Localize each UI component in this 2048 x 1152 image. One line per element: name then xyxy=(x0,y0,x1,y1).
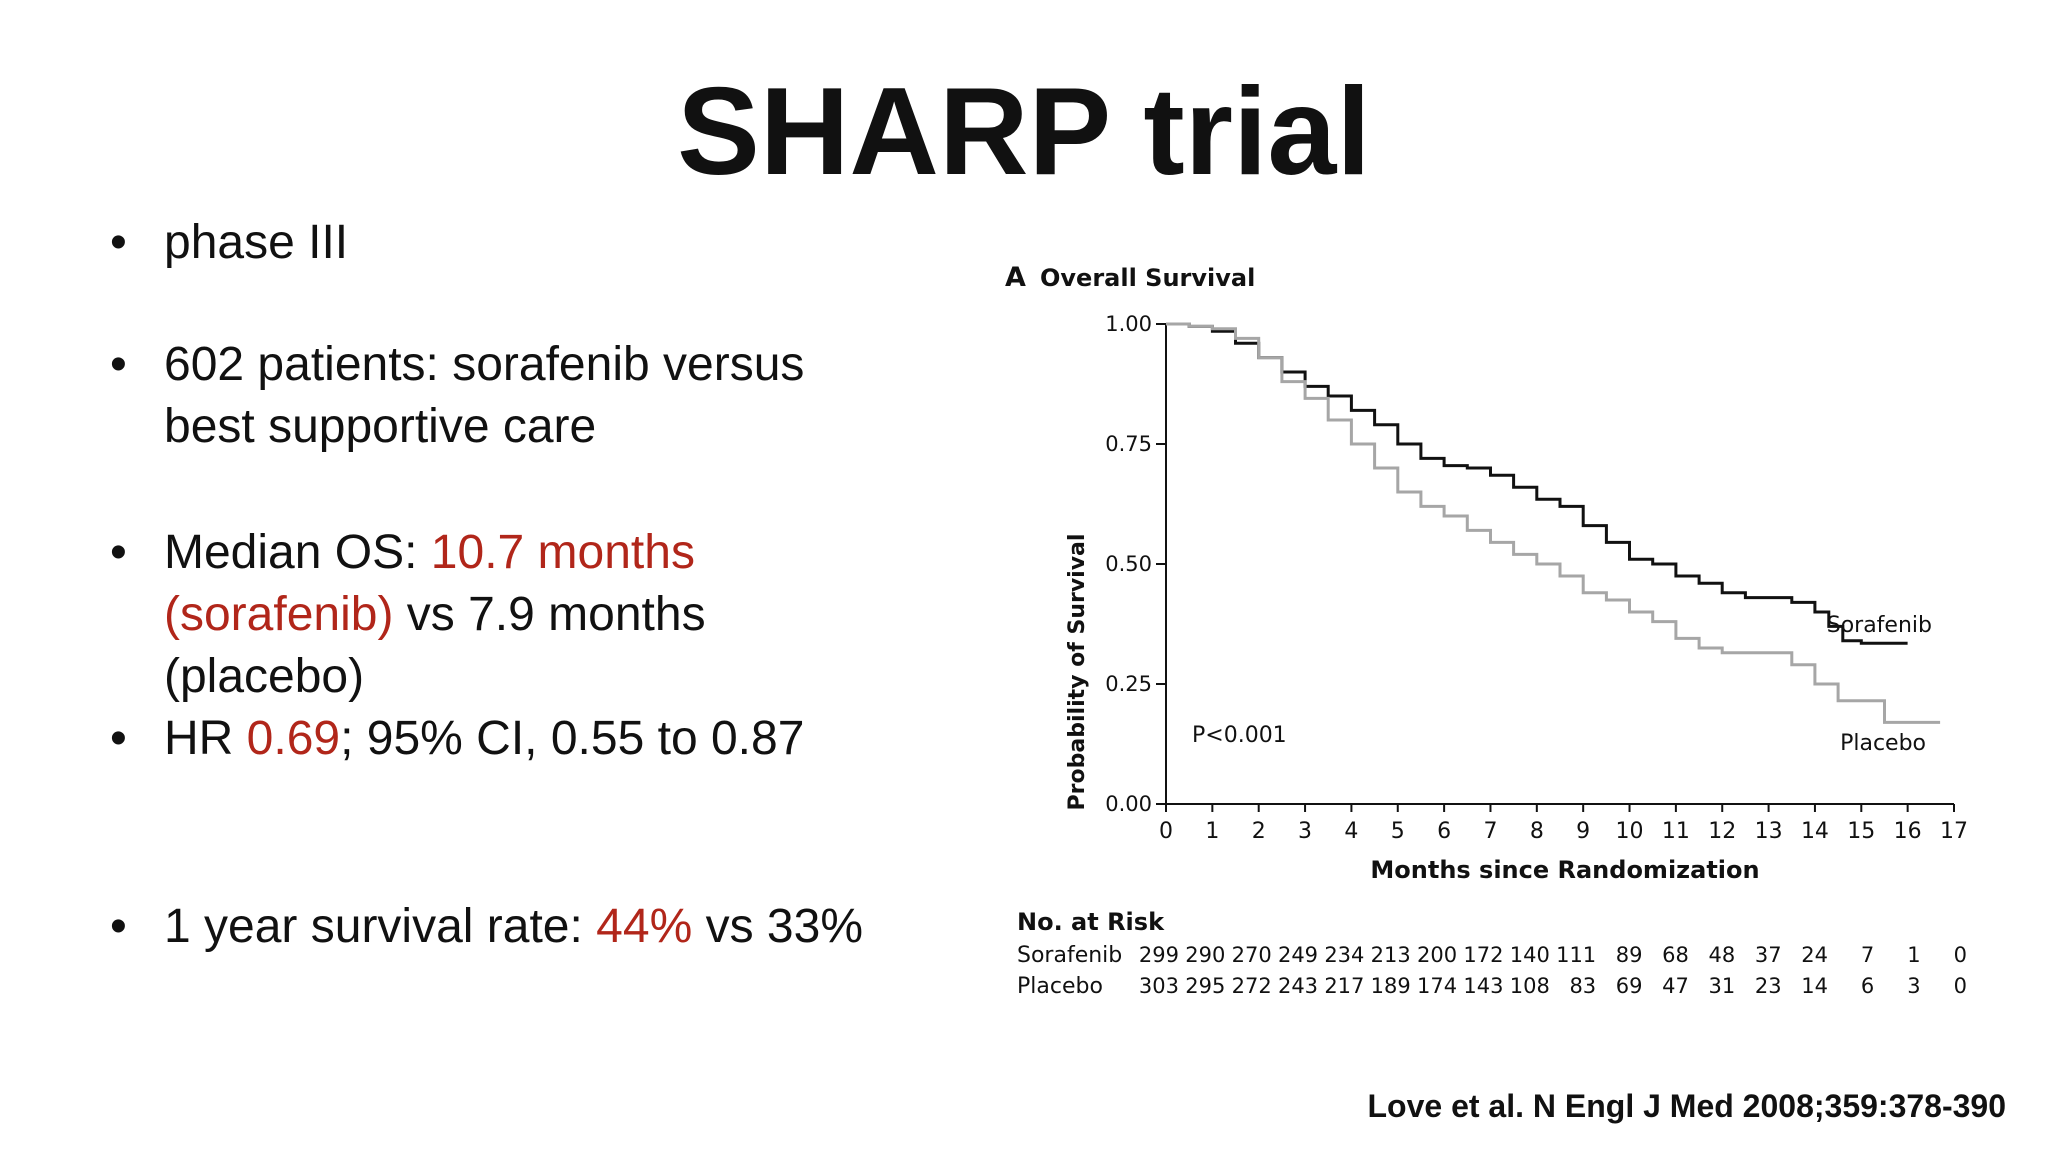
risk-cell: 14 xyxy=(1801,974,1828,998)
risk-cell: 290 xyxy=(1185,943,1225,967)
risk-cell: 24 xyxy=(1801,943,1828,967)
series-line-placebo xyxy=(1166,322,1941,724)
x-tick-label: 7 xyxy=(1483,819,1497,844)
x-tick-label: 8 xyxy=(1530,819,1544,844)
x-tick-label: 10 xyxy=(1616,819,1644,844)
p-value-annotation: P<0.001 xyxy=(1192,723,1287,748)
x-axis-label: Months since Randomization xyxy=(1370,856,1759,884)
bullet-dot: • xyxy=(110,526,127,579)
x-tick-label: 1 xyxy=(1205,819,1219,844)
bullet-run: 1 year survival rate: xyxy=(164,900,597,953)
risk-cell: 1 xyxy=(1907,943,1920,967)
risk-cell: 172 xyxy=(1463,943,1503,967)
risk-cell: 6 xyxy=(1861,974,1874,998)
risk-cell: 303 xyxy=(1139,974,1179,998)
bullet-text: phase III xyxy=(164,212,864,274)
risk-cell: 31 xyxy=(1709,974,1736,998)
x-tick-label: 13 xyxy=(1755,819,1783,844)
chart-title: Overall Survival xyxy=(1040,264,1255,292)
x-tick-label: 4 xyxy=(1344,819,1358,844)
series-line-sorafenib xyxy=(1166,322,1908,645)
panel-label: A xyxy=(1005,262,1026,293)
chart-axes: 0 1 2 3 4 5 6 7 8 9 10 11 12 13 14 15 16 170.000.250.500.… xyxy=(1105,312,1968,844)
risk-cell: 89 xyxy=(1616,943,1643,967)
x-tick-label: 17 xyxy=(1940,819,1968,844)
risk-cell: 174 xyxy=(1417,974,1457,998)
risk-row-label: Placebo xyxy=(1017,974,1103,999)
bullet-run: HR xyxy=(164,712,247,765)
risk-cell: 217 xyxy=(1324,974,1364,998)
risk-cell: 189 xyxy=(1371,974,1411,998)
series-label-sorafenib: Sorafenib xyxy=(1827,613,1932,638)
risk-cell: 295 xyxy=(1185,974,1225,998)
risk-cell: 140 xyxy=(1510,943,1550,967)
bullet-run: vs 33% xyxy=(692,900,863,953)
risk-cell: 0 xyxy=(1954,943,1967,967)
citation: Love et al. N Engl J Med 2008;359:378-39… xyxy=(1367,1088,2006,1124)
slide-title: SHARP trial xyxy=(677,63,1371,201)
bullet-text: Median OS: 10.7 months (sorafenib) vs 7.… xyxy=(164,522,864,708)
x-tick-label: 5 xyxy=(1391,819,1405,844)
risk-cell: 213 xyxy=(1371,943,1411,967)
risk-table-title: No. at Risk xyxy=(1017,908,1165,936)
risk-cell: 48 xyxy=(1709,943,1736,967)
bullet-dot: • xyxy=(110,712,127,765)
y-tick-label: 0.25 xyxy=(1105,672,1152,696)
y-tick-label: 0.75 xyxy=(1105,432,1152,456)
risk-cell: 249 xyxy=(1278,943,1318,967)
bullet-dot: • xyxy=(110,338,127,391)
risk-cell: 272 xyxy=(1232,974,1272,998)
y-tick-label: 1.00 xyxy=(1105,312,1152,336)
y-tick-label: 0.50 xyxy=(1105,552,1152,576)
bullet-run: vs 7.9 months (placebo) xyxy=(164,588,706,703)
survival-chart: A Overall Survival 0 1 2 3 4 5 6 7 8 9 10 11 12 13 14 1… xyxy=(1005,262,1968,999)
bullet-text: 1 year survival rate: 44% vs 33% xyxy=(164,896,864,958)
x-tick-label: 6 xyxy=(1437,819,1451,844)
risk-cell: 37 xyxy=(1755,943,1782,967)
bullet-dot: • xyxy=(110,216,127,269)
x-tick-label: 16 xyxy=(1894,819,1922,844)
risk-cell: 243 xyxy=(1278,974,1318,998)
risk-cell: 7 xyxy=(1861,943,1874,967)
series-label-placebo: Placebo xyxy=(1840,731,1926,756)
x-tick-label: 15 xyxy=(1847,819,1875,844)
risk-cell: 68 xyxy=(1662,943,1689,967)
risk-table: Sorafenib 299 290 270 249 234 213 200 172 140 111 8… xyxy=(1017,943,1967,999)
highlight-text: 0.69 xyxy=(246,712,341,765)
x-tick-label: 12 xyxy=(1708,819,1736,844)
highlight-text: 10.7 months (sorafenib) xyxy=(164,526,695,641)
risk-cell: 3 xyxy=(1907,974,1920,998)
y-tick-label: 0.00 xyxy=(1105,792,1152,816)
bullet-run: Median OS: xyxy=(164,526,431,579)
risk-cell: 69 xyxy=(1616,974,1643,998)
series-layer: Sorafenib Placebo xyxy=(1166,322,1941,756)
risk-cell: 299 xyxy=(1139,943,1179,967)
bullet-text: HR 0.69; 95% CI, 0.55 to 0.87 xyxy=(164,708,864,770)
risk-cell: 0 xyxy=(1954,974,1967,998)
x-tick-label: 2 xyxy=(1252,819,1266,844)
risk-cell: 83 xyxy=(1569,974,1596,998)
bullet-run: phase III xyxy=(164,216,349,269)
bullet-text: 602 patients: sorafenib versus best supp… xyxy=(164,334,864,458)
bullet-dot: • xyxy=(110,900,127,953)
risk-row-label: Sorafenib xyxy=(1017,943,1122,968)
bullet-run: ; 95% CI, 0.55 to 0.87 xyxy=(340,712,805,765)
x-tick-label: 0 xyxy=(1159,819,1173,844)
highlight-text: 44% xyxy=(596,900,693,953)
risk-cell: 234 xyxy=(1324,943,1364,967)
risk-cell: 143 xyxy=(1463,974,1503,998)
risk-cell: 200 xyxy=(1417,943,1457,967)
risk-cell: 270 xyxy=(1232,943,1272,967)
bullet-run: 602 patients: sorafenib versus best supp… xyxy=(164,338,805,453)
risk-cell: 47 xyxy=(1662,974,1689,998)
x-tick-label: 9 xyxy=(1576,819,1590,844)
risk-cell: 108 xyxy=(1510,974,1550,998)
y-axis-label: Probability of Survival xyxy=(1065,534,1090,811)
x-tick-label: 11 xyxy=(1662,819,1690,844)
x-tick-label: 14 xyxy=(1801,819,1829,844)
x-tick-label: 3 xyxy=(1298,819,1312,844)
risk-cell: 23 xyxy=(1755,974,1782,998)
risk-cell: 111 xyxy=(1556,943,1596,967)
